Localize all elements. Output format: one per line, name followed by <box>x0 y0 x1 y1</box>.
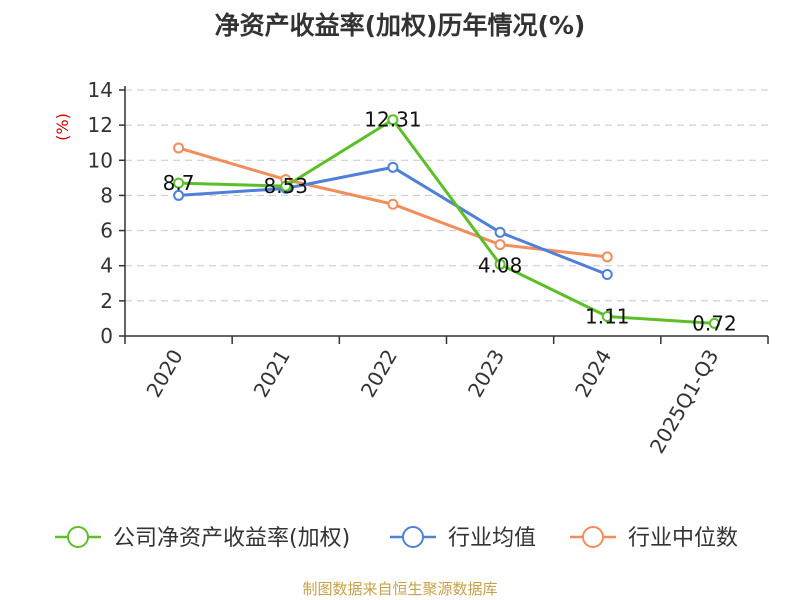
x-tick-label: 2023 <box>463 345 509 401</box>
data-point[interactable] <box>494 258 506 270</box>
legend: 公司净资产收益率(加权) 行业均值 行业中位数 <box>55 526 738 551</box>
data-point[interactable] <box>601 310 613 322</box>
legend-marker <box>582 526 604 548</box>
x-tick-label: 2022 <box>356 345 402 401</box>
data-label: 0.72 <box>692 311 737 335</box>
y-axis-unit-label: (%) <box>53 113 72 141</box>
data-point[interactable] <box>387 198 399 210</box>
data-point[interactable] <box>601 269 613 280</box>
data-label: 8.53 <box>263 174 308 198</box>
data-label: 12.31 <box>364 108 421 132</box>
legend-item[interactable]: 公司净资产收益率(加权) <box>55 526 350 551</box>
y-tick-label: 2 <box>100 289 113 313</box>
data-point[interactable] <box>708 317 720 329</box>
data-point[interactable] <box>173 142 185 154</box>
data-point[interactable] <box>173 177 185 189</box>
legend-label: 行业中位数 <box>628 526 738 551</box>
series-0 <box>173 114 720 329</box>
data-point[interactable] <box>601 251 613 263</box>
y-tick-label: 8 <box>100 183 113 207</box>
series-1 <box>173 161 613 280</box>
data-label: 1.11 <box>585 304 630 328</box>
series-2 <box>173 142 613 263</box>
data-point[interactable] <box>387 161 399 173</box>
data-labels: 8.7 8.53 12.31 4.08 1.11 0.72 <box>163 108 737 336</box>
x-tick-label: 2025Q1-Q3 <box>645 345 724 457</box>
axes: 0 2 4 6 8 10 12 14 2020 2021 2022 2023 2024 2025Q1-Q3 <box>88 78 769 458</box>
y-tick-label: 12 <box>88 113 113 137</box>
data-label: 8.7 <box>163 171 195 195</box>
legend-label: 行业均值 <box>448 526 536 551</box>
y-tick-label: 0 <box>100 324 113 348</box>
series-line <box>178 118 715 325</box>
x-tick-label: 2024 <box>570 345 616 401</box>
y-tick-label: 10 <box>88 148 113 172</box>
data-point[interactable] <box>494 239 506 251</box>
legend-item[interactable]: 行业中位数 <box>570 526 738 551</box>
chart-title: 净资产收益率(加权)历年情况(%) <box>215 11 586 40</box>
legend-item[interactable]: 行业均值 <box>390 526 536 551</box>
data-point[interactable] <box>387 114 399 126</box>
data-point[interactable] <box>173 189 185 201</box>
y-tick-label: 4 <box>100 254 113 278</box>
grid-lines <box>125 89 768 302</box>
legend-marker <box>67 526 89 548</box>
series-line <box>178 165 608 276</box>
x-tick-label: 2020 <box>141 345 187 401</box>
data-point[interactable] <box>280 180 292 192</box>
y-tick-label: 14 <box>88 78 113 102</box>
source-note: 制图数据来自恒生聚源数据库 <box>302 580 497 598</box>
y-tick-label: 6 <box>100 219 113 243</box>
x-tick-label: 2021 <box>249 345 295 401</box>
data-point[interactable] <box>494 226 506 238</box>
legend-marker <box>402 526 424 548</box>
series-layer <box>173 114 720 329</box>
legend-label: 公司净资产收益率(加权) <box>113 526 350 551</box>
data-label: 4.08 <box>478 253 523 277</box>
